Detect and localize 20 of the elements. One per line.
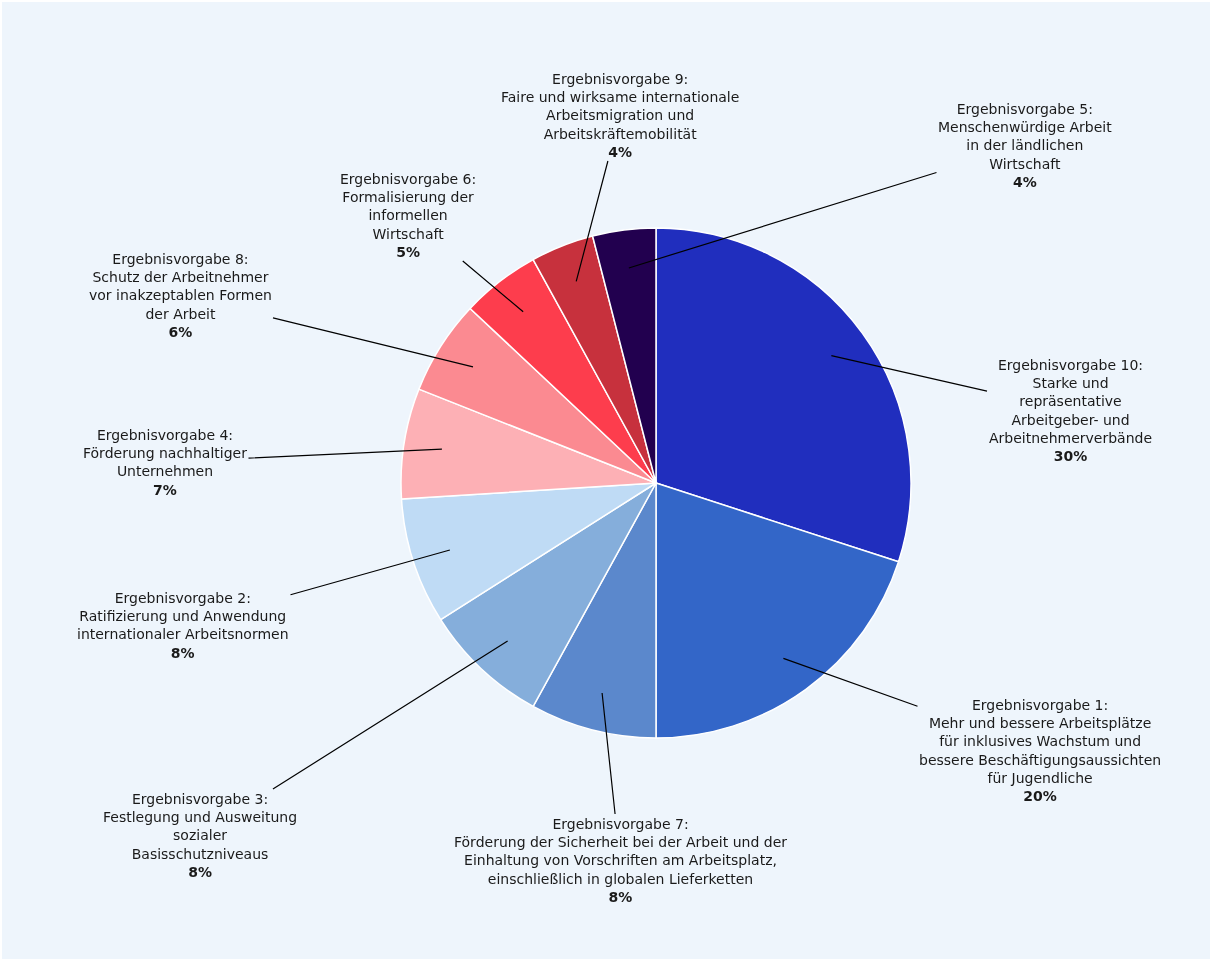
slice-label: Ergebnisvorgabe 1: Mehr und bessere Arbeitsplätze für inklusives Wachstum und bessere Beschäftigungsaussichten für Jugendliche: [919, 697, 1162, 786]
slice-label: Ergebnisvorgabe 6: Formalisierung der informellen Wirtschaft: [340, 171, 477, 242]
data-label: 8%: [188, 863, 212, 880]
data-label: 5%: [396, 243, 420, 260]
data-label: 7%: [153, 481, 177, 498]
data-label: 4%: [1012, 173, 1037, 190]
slice-label: Ergebnisvorgabe 10: Starke und repräsentative Arbeitgeber- und Arbeitnehmerverbände: [989, 357, 1153, 446]
data-label: 6%: [168, 323, 193, 340]
data-label: 8%: [608, 888, 633, 905]
slice-label: Ergebnisvorgabe 3: Festlegung und Ausweitung sozialer Basisschutzniveaus: [103, 791, 298, 862]
data-label: 4%: [608, 143, 633, 160]
data-label: 8%: [170, 644, 195, 661]
slice-label: Ergebnisvorgabe 8: Schutz der Arbeitnehmer vor inakzeptablen Formen der Arbeit: [89, 251, 272, 322]
data-label: 20%: [1023, 788, 1057, 804]
slice-label: Ergebnisvorgabe 7: Förderung der Sicherheit bei der Arbeit und der Einhaltung von Vorschriften am Arbeitsplatz, einschließlich in globalen Lieferketten: [454, 816, 788, 887]
slice-label: Ergebnisvorgabe 9: Faire und wirksame internationale Arbeitsmigration und Arbeitskräftemobilität: [501, 71, 740, 142]
data-label: 30%: [1053, 448, 1088, 464]
slice-label: Ergebnisvorgabe 2: Ratifizierung und Anwendung internationaler Arbeitsnormen: [77, 590, 289, 643]
slice-label: Ergebnisvorgabe 4: Förderung nachhaltiger Unternehmen: [83, 427, 248, 480]
slice-label: Ergebnisvorgabe 5: Menschenwürdige Arbeit in der ländlichen Wirtschaft: [938, 101, 1113, 172]
